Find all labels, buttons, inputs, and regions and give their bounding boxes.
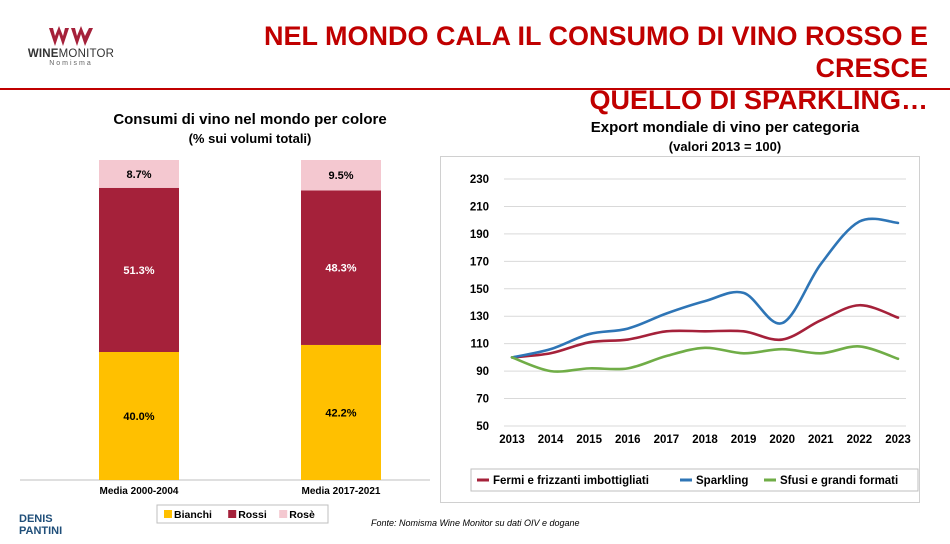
y-tick-label: 130 (470, 311, 489, 323)
y-tick-label: 150 (470, 284, 489, 296)
legend-label-rossi: Rossi (238, 509, 267, 521)
x-tick-label: 2014 (538, 434, 564, 446)
data-label-bianchi-1: 40.0% (123, 411, 154, 423)
legend-label-fermi: Fermi e frizzanti imbottigliati (493, 475, 649, 487)
data-label-ros-2: 9.5% (328, 170, 353, 182)
bar-rossi-1 (99, 187, 179, 352)
x-tick-label: 2015 (576, 434, 602, 446)
x-tick-label: 2020 (769, 434, 795, 446)
bar-ros-2 (301, 160, 381, 191)
y-tick-label: 230 (470, 174, 489, 186)
legend-label-sparkling: Sparkling (696, 475, 748, 487)
x-tick-label: 2021 (808, 434, 834, 446)
x-tick-label: 2019 (731, 434, 757, 446)
logo-subtitle: Nomisma (49, 60, 93, 67)
legend-box (156, 504, 329, 524)
bar-rossi-2 (301, 190, 381, 345)
series-line-fermi (510, 303, 900, 359)
x-tick-label: 2022 (847, 434, 873, 446)
data-label-bianchi-2: 42.2% (325, 407, 356, 419)
bar-chart-title: Consumi di vino nel mondo per colore (113, 111, 387, 128)
logo-name: WINEMONITOR (27, 48, 115, 60)
y-tick-label: 50 (476, 421, 489, 433)
bar-legend: Bianchi Rossi Rosè (156, 504, 329, 524)
page-title-line2: QUELLO DI SPARKLING… (589, 85, 928, 115)
page-title: NEL MONDO CALA IL CONSUMO DI VINO ROSSO … (148, 20, 928, 116)
data-label-rossi-1: 51.3% (123, 265, 154, 277)
y-tick-label: 110 (470, 339, 489, 351)
data-label-ros-1: 8.7% (126, 169, 151, 181)
x-tick-label: 2023 (885, 434, 911, 446)
bar-bianchi-1 (99, 352, 179, 480)
line-chart-subtitle: (valori 2013 = 100) (668, 139, 782, 154)
line-chart-frame (440, 156, 920, 503)
series-line-sparkling (510, 217, 900, 359)
bar-chart-subtitle: (% sui volumi totali) (188, 131, 312, 146)
legend-swatch-ros (279, 510, 288, 518)
data-label-rossi-2: 48.3% (325, 263, 356, 275)
stacked-bar-chart: 40.0% 51.3% 8.7% Media 2000-2004 42.2% 48.3% 9… (20, 160, 430, 524)
x-tick-label: Media 2000-2004 (100, 486, 179, 497)
x-tick-label: 2016 (615, 434, 641, 446)
line-chart-title-block: Export mondiale di vino per categoria (v… (520, 118, 930, 156)
line-chart: 50 70 90 110 130 150 170 190 210 230 2013 2014 2015 2… (470, 174, 919, 492)
legend-swatch-bianchi (164, 510, 172, 518)
y-tick-label: 170 (470, 256, 489, 268)
author-name: DENIS PANTINI (19, 513, 63, 537)
wine-monitor-logo: WINEMONITOR Nomisma (26, 26, 116, 68)
legend-label-sfusi: Sfusi e grandi formati (780, 475, 898, 487)
y-tick-label: 190 (470, 229, 489, 241)
x-tick-label: 2017 (654, 434, 680, 446)
x-tick-label: Media 2017-2021 (302, 486, 381, 497)
x-tick-label: 2018 (692, 434, 718, 446)
line-chart-title: Export mondiale di vino per categoria (590, 119, 860, 136)
line-legend: Fermi e frizzanti imbottigliati Sparkling… (470, 468, 919, 492)
y-tick-label: 70 (476, 394, 489, 406)
page-title-line1: NEL MONDO CALA IL CONSUMO DI VINO ROSSO … (263, 21, 928, 83)
bar-ros-1 (99, 160, 179, 188)
legend-box (470, 468, 919, 492)
legend-label-ros: Rosè (289, 509, 315, 521)
bar-chart-title-block: Consumi di vino nel mondo per colore (% … (60, 110, 440, 148)
source-note: Fonte: Nomisma Wine Monitor su dati OIV … (371, 518, 580, 528)
legend-label-bianchi: Bianchi (174, 509, 212, 521)
x-tick-label: 2013 (499, 434, 525, 446)
title-divider (0, 88, 950, 90)
logo-mark-icon (49, 26, 93, 46)
legend-swatch-rossi (228, 510, 237, 518)
y-tick-label: 90 (476, 366, 489, 378)
series-line-sfusi (510, 345, 900, 373)
y-tick-label: 210 (470, 201, 489, 213)
bar-bianchi-2 (301, 344, 381, 480)
